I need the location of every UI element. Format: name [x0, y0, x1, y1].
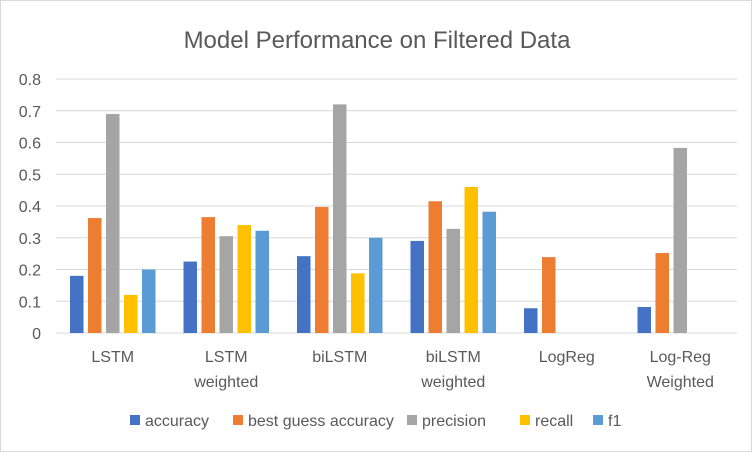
y-tick-label: 0.4 [19, 199, 41, 216]
x-tick-label: weighted [193, 374, 258, 391]
legend-swatch [233, 415, 243, 425]
legend-label: precision [422, 413, 486, 430]
legend-label: f1 [608, 413, 621, 430]
bar-recall [351, 273, 365, 333]
bar-recall [124, 294, 138, 333]
bar-accuracy [183, 261, 197, 333]
bar-best-guess-accuracy [655, 252, 669, 333]
bar-accuracy [524, 308, 538, 333]
bar-f1 [482, 211, 496, 333]
bar-precision [333, 104, 347, 334]
y-tick-label: 0.2 [19, 263, 41, 280]
bar-f1 [369, 237, 383, 333]
y-tick-label: 0.3 [19, 231, 41, 248]
legend-label: accuracy [145, 413, 209, 430]
bar-best-guess-accuracy [542, 257, 556, 333]
legend-swatch [407, 415, 417, 425]
x-tick-label: weighted [420, 374, 485, 391]
y-tick-label: 0.1 [19, 294, 41, 311]
y-tick-label: 0.8 [19, 72, 41, 89]
x-axis-ticks: LSTM LSTM weighted biLSTM biLSTM weighted LogR… [91, 349, 713, 391]
bar-best-guess-accuracy [428, 201, 442, 333]
bar-accuracy [637, 306, 651, 333]
bar-recall [464, 186, 478, 333]
legend-swatch [130, 415, 140, 425]
bar-precision [446, 228, 460, 333]
legend-label: best guess accuracy [248, 413, 394, 430]
x-tick-label: Log-Reg [650, 349, 711, 366]
legend-swatch [593, 415, 603, 425]
x-tick-label: LSTM [91, 349, 134, 366]
bar-accuracy [70, 275, 84, 333]
x-tick-label: biLSTM [426, 349, 481, 366]
legend-swatch [520, 415, 530, 425]
bar-precision [219, 236, 233, 333]
bar-recall [237, 225, 251, 333]
bar-best-guess-accuracy [88, 218, 102, 333]
x-tick-label: Weighted [647, 374, 714, 391]
y-axis-ticks: 0 0.1 0.2 0.3 0.4 0.5 0.6 0.7 0.8 [19, 72, 41, 343]
bar-precision [106, 113, 120, 333]
legend-label: recall [535, 413, 573, 430]
y-tick-label: 0.6 [19, 136, 41, 153]
bar-f1 [142, 269, 156, 333]
bar-best-guess-accuracy [201, 217, 215, 333]
bar-precision [673, 147, 687, 333]
y-tick-label: 0.7 [19, 104, 41, 121]
legend: accuracy best guess accuracy precision reca… [130, 413, 621, 430]
y-tick-label: 0.5 [19, 167, 41, 184]
bars [70, 104, 687, 334]
bar-accuracy [410, 240, 424, 333]
x-tick-label: biLSTM [312, 349, 367, 366]
bar-best-guess-accuracy [315, 206, 329, 333]
x-tick-label: LSTM [205, 349, 248, 366]
bar-f1 [255, 230, 269, 333]
chart-title: Model Performance on Filtered Data [184, 27, 572, 54]
x-tick-label: LogReg [539, 349, 595, 366]
gridlines [56, 78, 737, 334]
bar-accuracy [297, 256, 311, 333]
y-tick-label: 0 [32, 326, 41, 343]
